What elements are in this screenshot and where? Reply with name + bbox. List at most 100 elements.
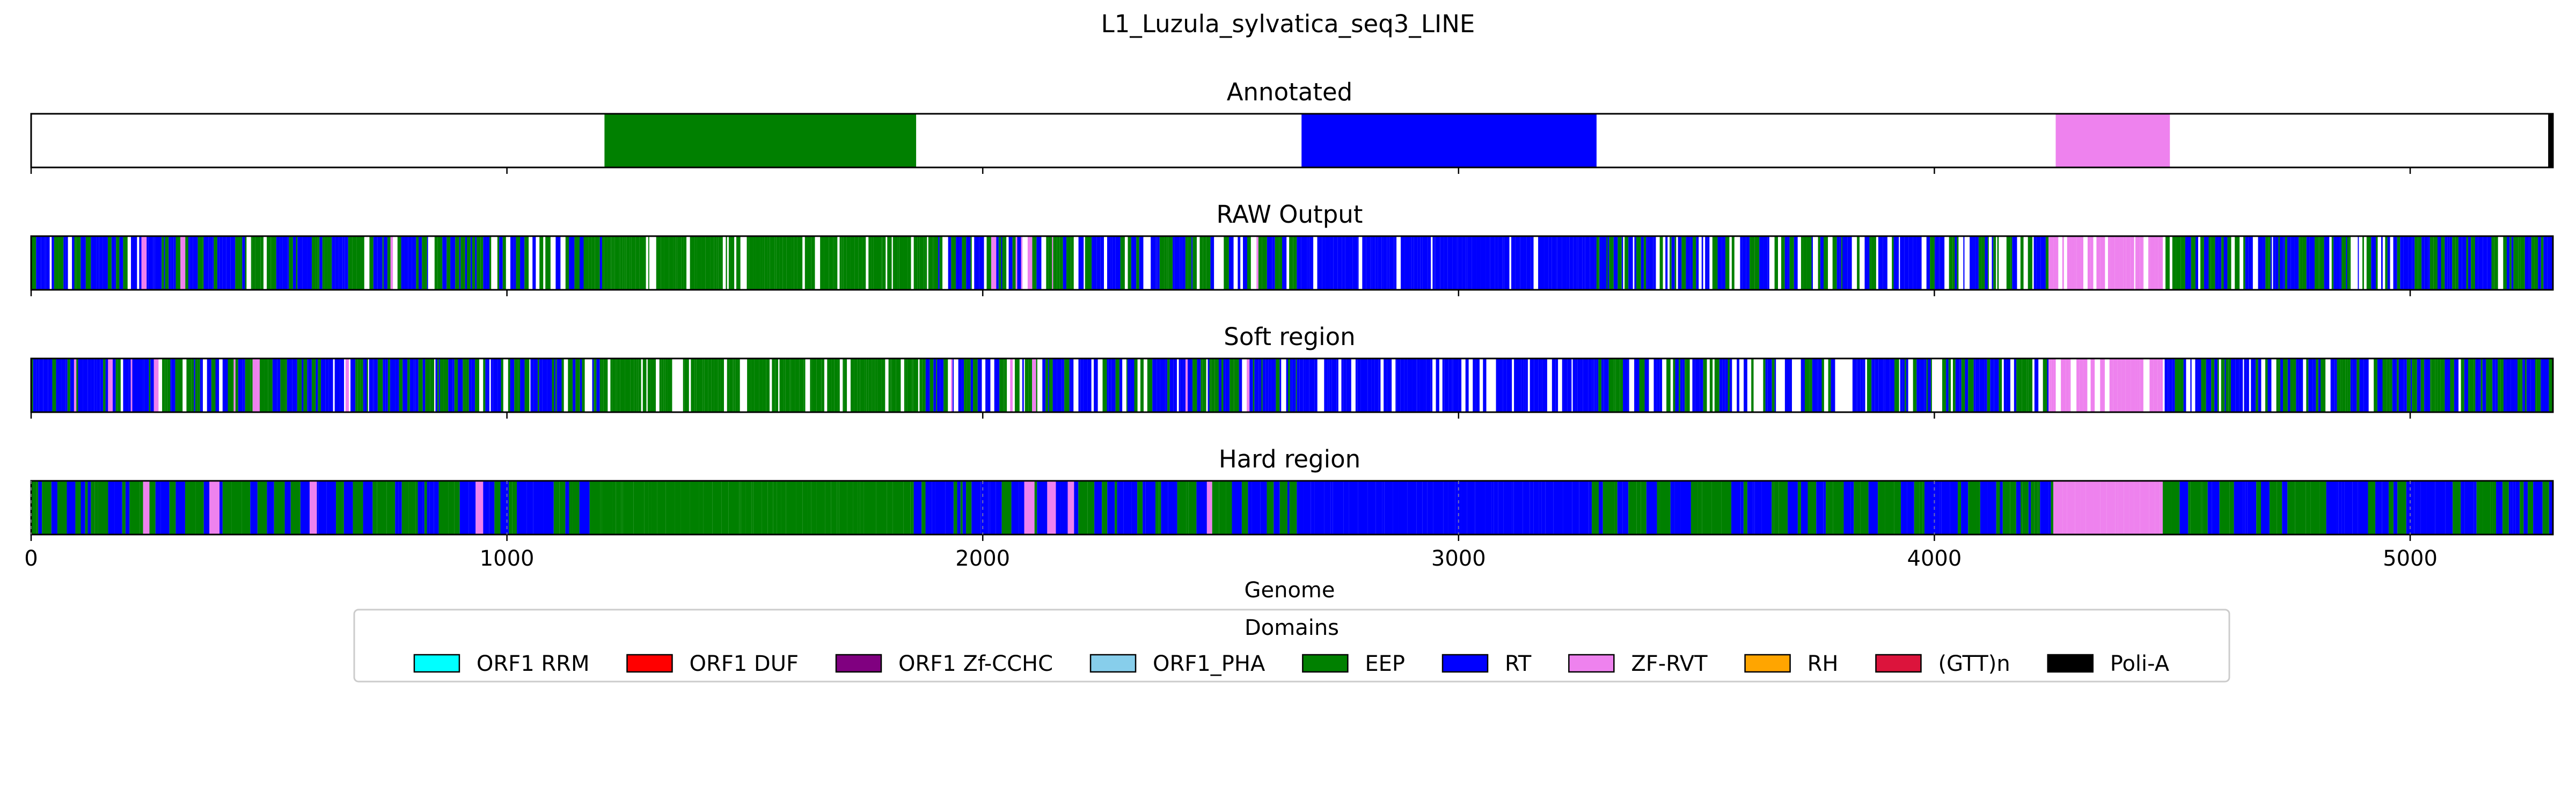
domain-stripe-rt bbox=[1108, 358, 1111, 412]
domain-stripe-eep bbox=[1628, 481, 1637, 535]
domain-stripe-rt bbox=[1131, 236, 1137, 290]
domain-stripe-eep bbox=[907, 358, 912, 412]
domain-stripe-rt bbox=[2000, 481, 2003, 535]
domain-stripe-eep bbox=[2498, 358, 2501, 412]
domain-stripe-rt bbox=[499, 236, 503, 290]
domain-stripe-eep bbox=[1120, 236, 1125, 290]
domain-stripe-eep bbox=[924, 236, 926, 290]
domain-stripe-eep bbox=[639, 236, 643, 290]
domain-stripe-rt bbox=[87, 358, 91, 412]
domain-stripe-eep bbox=[2471, 236, 2475, 290]
domain-stripe-eep bbox=[2388, 481, 2394, 535]
domain-stripe-zf-rvt bbox=[2134, 481, 2140, 535]
domain-stripe-eep bbox=[1230, 358, 1234, 412]
domain-stripe-eep bbox=[1014, 358, 1020, 412]
domain-stripe-rt bbox=[390, 358, 396, 412]
domain-stripe-rt bbox=[1355, 358, 1358, 412]
domain-stripe-rt bbox=[1060, 481, 1068, 535]
domain-stripe-rt bbox=[1498, 236, 1503, 290]
domain-stripe-rt bbox=[56, 358, 62, 412]
domain-segment-poli-a bbox=[2548, 114, 2553, 167]
domain-stripe-eep bbox=[1968, 481, 1977, 535]
domain-stripe-eep bbox=[572, 481, 580, 535]
domain-stripe-zf-rvt bbox=[2048, 358, 2050, 412]
domain-stripe-eep bbox=[361, 236, 364, 290]
domain-stripe-eep bbox=[921, 481, 926, 535]
domain-stripe-zf-rvt bbox=[2109, 358, 2113, 412]
domain-stripe-eep bbox=[2345, 358, 2348, 412]
domain-stripe-rt bbox=[1679, 236, 1682, 290]
domain-stripe-rt bbox=[486, 236, 490, 290]
legend-swatch bbox=[2047, 654, 2094, 673]
domain-stripe-eep bbox=[2002, 481, 2010, 535]
domain-stripe-eep bbox=[1192, 358, 1197, 412]
domain-stripe-rt bbox=[401, 236, 405, 290]
domain-stripe-rt bbox=[1864, 236, 1868, 290]
domain-stripe-rt bbox=[1169, 358, 1174, 412]
domain-stripe-rt bbox=[2398, 358, 2404, 412]
domain-stripe-eep bbox=[770, 236, 775, 290]
domain-stripe-rt bbox=[1893, 236, 1899, 290]
domain-stripe-rt bbox=[105, 358, 108, 412]
domain-stripe-eep bbox=[736, 236, 741, 290]
domain-stripe-rt bbox=[1309, 236, 1314, 290]
domain-stripe-eep bbox=[1731, 236, 1735, 290]
domain-stripe-rt bbox=[2287, 236, 2291, 290]
domain-stripe-rt bbox=[1485, 481, 1492, 535]
domain-stripe-rt bbox=[543, 481, 554, 535]
domain-stripe-rt bbox=[1589, 481, 1592, 535]
domain-stripe-zf-rvt bbox=[2051, 358, 2054, 412]
domain-stripe-eep bbox=[595, 358, 597, 412]
domain-stripe-eep bbox=[463, 358, 464, 412]
domain-stripe-rt bbox=[219, 481, 223, 535]
domain-stripe-eep bbox=[2433, 236, 2438, 290]
domain-stripe-eep bbox=[615, 358, 617, 412]
domain-stripe-rt bbox=[96, 236, 99, 290]
domain-stripe-rt bbox=[1435, 236, 1440, 290]
domain-stripe-rt bbox=[2511, 236, 2514, 290]
domain-stripe-rt bbox=[398, 481, 402, 535]
domain-stripe-rt bbox=[238, 358, 243, 412]
domain-stripe-rt bbox=[119, 236, 123, 290]
domain-stripe-rt bbox=[1562, 358, 1564, 412]
x-tick-label: 0 bbox=[24, 546, 38, 571]
domain-stripe-rt bbox=[2215, 236, 2219, 290]
domain-stripe-rt bbox=[1850, 481, 1854, 535]
domain-stripe-rt bbox=[1483, 358, 1487, 412]
domain-stripe-rt bbox=[1742, 236, 1746, 290]
legend-label: EEP bbox=[1365, 652, 1405, 676]
domain-stripe-rt bbox=[1950, 481, 1958, 535]
domain-stripe-rt bbox=[302, 236, 308, 290]
domain-stripe-eep bbox=[2374, 358, 2377, 412]
domain-stripe-rt bbox=[1417, 358, 1420, 412]
domain-stripe-eep bbox=[1624, 236, 1629, 290]
domain-stripe-rt bbox=[2478, 236, 2483, 290]
domain-stripe-rt bbox=[1096, 236, 1101, 290]
domain-stripe-rt bbox=[2419, 358, 2421, 412]
domain-stripe-rt bbox=[2435, 481, 2446, 535]
domain-stripe-rt bbox=[1940, 481, 1942, 535]
domain-stripe-rt bbox=[1934, 236, 1936, 290]
domain-stripe-eep bbox=[1199, 236, 1203, 290]
domain-stripe-rt bbox=[2439, 236, 2441, 290]
domain-stripe-rt bbox=[2318, 358, 2321, 412]
track-frame bbox=[30, 235, 2554, 291]
domain-stripe-rt bbox=[2381, 236, 2383, 290]
domain-stripe-eep bbox=[2038, 481, 2040, 535]
domain-stripe-eep bbox=[904, 358, 906, 412]
domain-stripe-zf-rvt bbox=[1067, 481, 1074, 535]
domain-stripe-eep bbox=[2453, 481, 2461, 535]
domain-stripe-rt bbox=[573, 358, 576, 412]
domain-stripe-rt bbox=[1678, 236, 1679, 290]
legend-item: ORF1 Zf-CCHC bbox=[835, 652, 1053, 676]
domain-stripe-eep bbox=[697, 236, 701, 290]
domain-stripe-eep bbox=[718, 358, 721, 412]
domain-stripe-rt bbox=[1526, 358, 1528, 412]
domain-stripe-eep bbox=[811, 358, 817, 412]
domain-stripe-eep bbox=[1697, 481, 1702, 535]
domain-stripe-rt bbox=[996, 481, 1002, 535]
domain-stripe-rt bbox=[1753, 481, 1755, 535]
domain-stripe-eep bbox=[377, 481, 387, 535]
domain-stripe-eep bbox=[866, 358, 869, 412]
domain-stripe-eep bbox=[599, 358, 602, 412]
